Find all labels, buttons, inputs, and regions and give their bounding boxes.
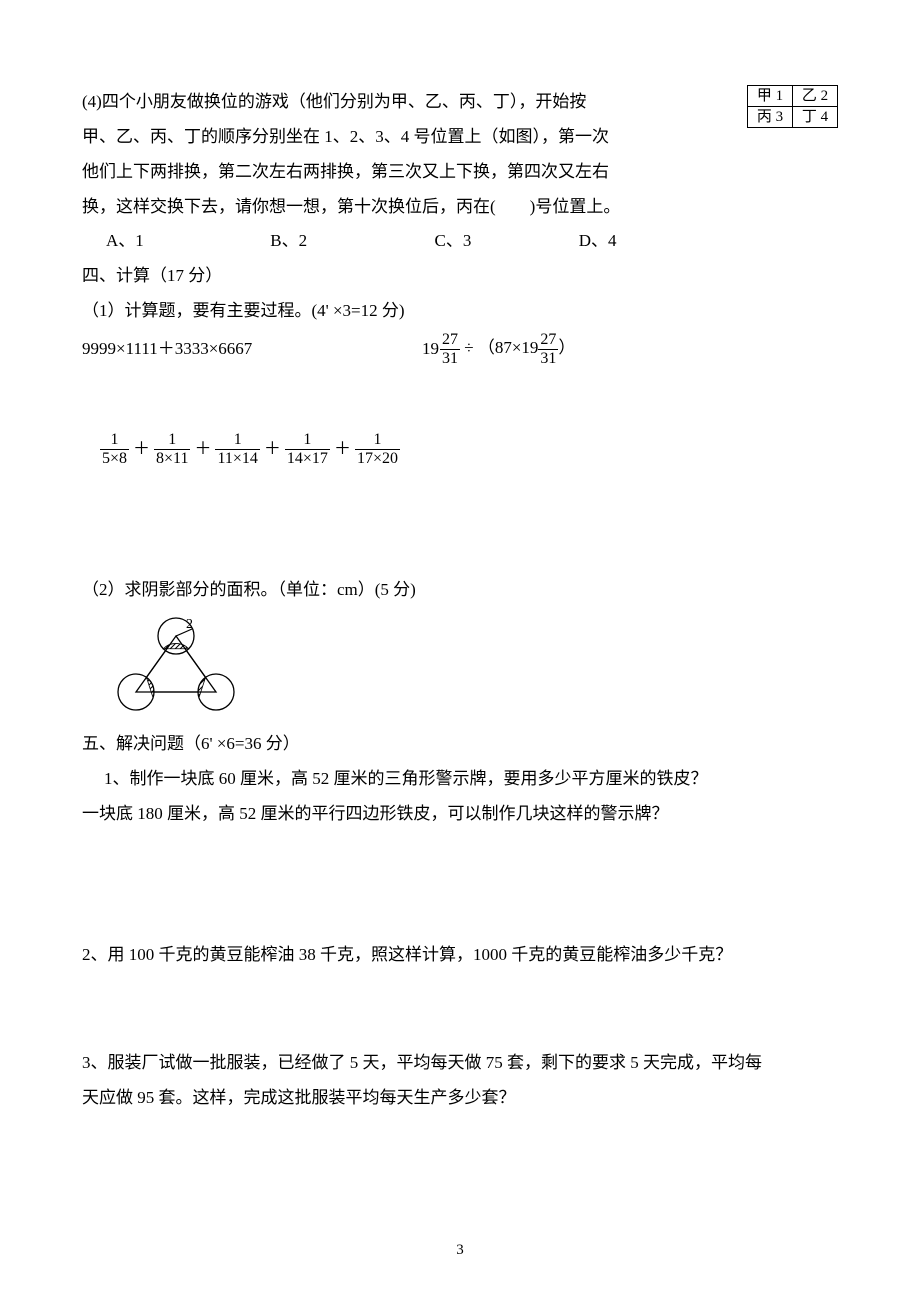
- q5-3b: 天应做 95 套。这样，完成这批服装平均每天生产多少套？: [82, 1081, 838, 1116]
- q4-line1: (4)四个小朋友做换位的游戏（他们分别为甲、乙、丙、丁），开始按: [82, 85, 838, 120]
- q4-options: A、1 B、2 C、3 D、4: [82, 224, 838, 259]
- fraction: 18×11: [154, 431, 190, 467]
- q4-line2: 甲、乙、丙、丁的顺序分别坐在 1、2、3、4 号位置上（如图），第一次: [82, 120, 838, 155]
- q5-1a: 1、制作一块底 60 厘米，高 52 厘米的三角形警示牌，要用多少平方厘米的铁皮…: [82, 762, 838, 797]
- section4-sub1: （1）计算题，要有主要过程。(4' ×3=12 分): [82, 294, 838, 329]
- shaded-area-diagram: 2: [110, 614, 838, 727]
- fraction: 2731: [538, 331, 558, 367]
- option-d: D、4: [579, 224, 679, 259]
- fraction: 15×8: [100, 431, 129, 467]
- option-a: A、1: [106, 224, 266, 259]
- seat-diagram-table: 甲 1 乙 2 丙 3 丁 4: [747, 85, 838, 128]
- calc-row-1: 9999×1111＋3333×6667 192731 ÷ （87×192731）: [82, 331, 838, 367]
- seat-cell: 丙 3: [748, 107, 793, 128]
- spacer: [82, 467, 838, 573]
- section4-title: 四、计算（17 分）: [82, 259, 838, 294]
- section4-sub2: （2）求阴影部分的面积。（单位：cm）(5 分): [82, 573, 838, 608]
- page-number: 3: [0, 1235, 920, 1266]
- calc-text: ÷ （87×19: [460, 338, 538, 357]
- plus-sign: ＋: [334, 432, 351, 467]
- section5-title: 五、解决问题（6' ×6=36 分）: [82, 727, 838, 762]
- fraction: 111×14: [215, 431, 259, 467]
- seat-cell: 丁 4: [793, 107, 838, 128]
- calc-text: ）: [558, 338, 575, 357]
- q4-line3: 他们上下两排换，第二次左右两排换，第三次又上下换，第四次又左右: [82, 155, 838, 190]
- mixed-int: 19: [422, 332, 439, 367]
- fraction: 114×17: [285, 431, 330, 467]
- page: 甲 1 乙 2 丙 3 丁 4 (4)四个小朋友做换位的游戏（他们分别为甲、乙、…: [0, 0, 920, 1302]
- calc1-left: 9999×1111＋3333×6667: [82, 332, 422, 367]
- plus-sign: ＋: [133, 432, 150, 467]
- calc1-right: 192731 ÷ （87×192731）: [422, 331, 575, 367]
- triangle-circles-icon: 2: [110, 614, 242, 714]
- plus-sign: ＋: [264, 432, 281, 467]
- q5-3a: 3、服装厂试做一批服装，已经做了 5 天，平均每天做 75 套，剩下的要求 5 …: [82, 1046, 838, 1081]
- fraction: 117×20: [355, 431, 400, 467]
- radius-label: 2: [186, 617, 193, 632]
- fraction: 2731: [440, 331, 460, 367]
- q5-2: 2、用 100 千克的黄豆能榨油 38 千克，照这样计算，1000 千克的黄豆能…: [82, 938, 838, 973]
- option-b: B、2: [270, 224, 430, 259]
- spacer: [82, 832, 838, 938]
- q5-1b: 一块底 180 厘米，高 52 厘米的平行四边形铁皮，可以制作几块这样的警示牌？: [82, 797, 838, 832]
- seat-cell: 甲 1: [748, 86, 793, 107]
- plus-sign: ＋: [194, 432, 211, 467]
- fraction-chain: 15×8 ＋ 18×11 ＋ 111×14 ＋ 114×17 ＋ 117×20: [82, 431, 838, 467]
- option-c: C、3: [435, 224, 575, 259]
- seat-cell: 乙 2: [793, 86, 838, 107]
- q4-line4: 换，这样交换下去，请你想一想，第十次换位后，丙在( )号位置上。: [82, 190, 838, 225]
- spacer: [82, 972, 838, 1046]
